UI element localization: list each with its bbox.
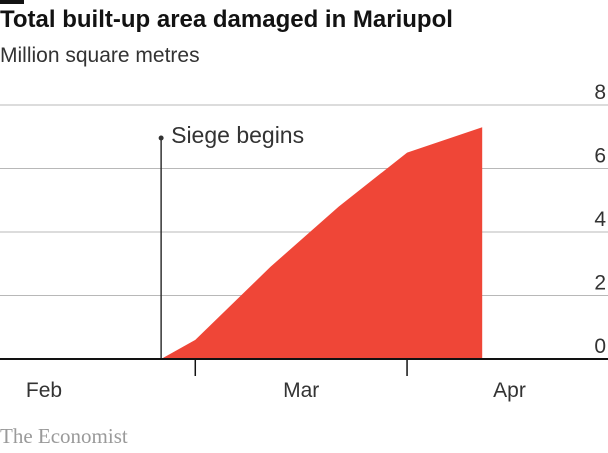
top-rule [0,0,24,4]
damaged-area-series [161,127,483,359]
chart-subtitle: Million square metres [0,44,200,67]
source-label: The Economist [0,424,128,448]
x-tick-label-feb: Feb [26,379,62,402]
y-tick-label-0: 0 [594,335,606,358]
siege-label: Siege begins [171,122,304,148]
y-tick-label-8: 8 [594,81,606,104]
x-tick-label-mar: Mar [283,379,319,402]
siege-dot [158,135,164,141]
y-tick-label-2: 2 [594,272,606,295]
y-tick-label-4: 4 [594,208,606,231]
x-tick-label-apr: Apr [493,379,526,402]
y-tick-label-6: 6 [594,145,606,168]
chart-title: Total built-up area damaged in Mariupol [0,6,453,33]
